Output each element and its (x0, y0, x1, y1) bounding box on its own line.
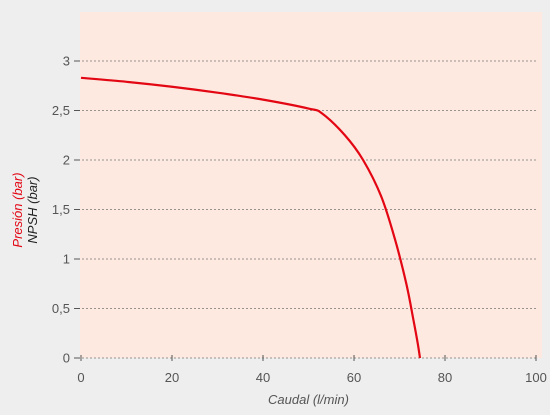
y-tick-label: 2,5 (52, 103, 70, 118)
y-tick-label: 1,5 (52, 202, 70, 217)
y-axis-title-npsh: NPSH (bar) (25, 176, 40, 243)
y-tick-label: 1 (63, 252, 70, 267)
x-tick-label: 0 (77, 370, 84, 385)
y-axis-ticks: 0 0,5 1 1,5 2 2,5 3 (52, 54, 80, 366)
x-tick-label: 100 (525, 370, 547, 385)
plot-area (80, 12, 542, 358)
y-axis-title-presion: Presión (bar) (10, 172, 25, 247)
grid-lines (78, 60, 538, 309)
x-tick-label: 40 (256, 370, 270, 385)
y-tick-label: 2 (63, 153, 70, 168)
presion-curve (80, 76, 422, 359)
y-tick-label: 0,5 (52, 301, 70, 316)
y-tick-label: 3 (63, 54, 70, 69)
x-axis-title: Caudal (l/min) (268, 392, 349, 407)
y-tick-label: 0 (63, 351, 70, 366)
x-tick-label: 20 (165, 370, 179, 385)
x-axis-ticks: 0 20 40 60 80 100 (77, 355, 547, 385)
x-tick-label: 60 (347, 370, 361, 385)
x-tick-label: 80 (438, 370, 452, 385)
series-layer (80, 76, 422, 359)
